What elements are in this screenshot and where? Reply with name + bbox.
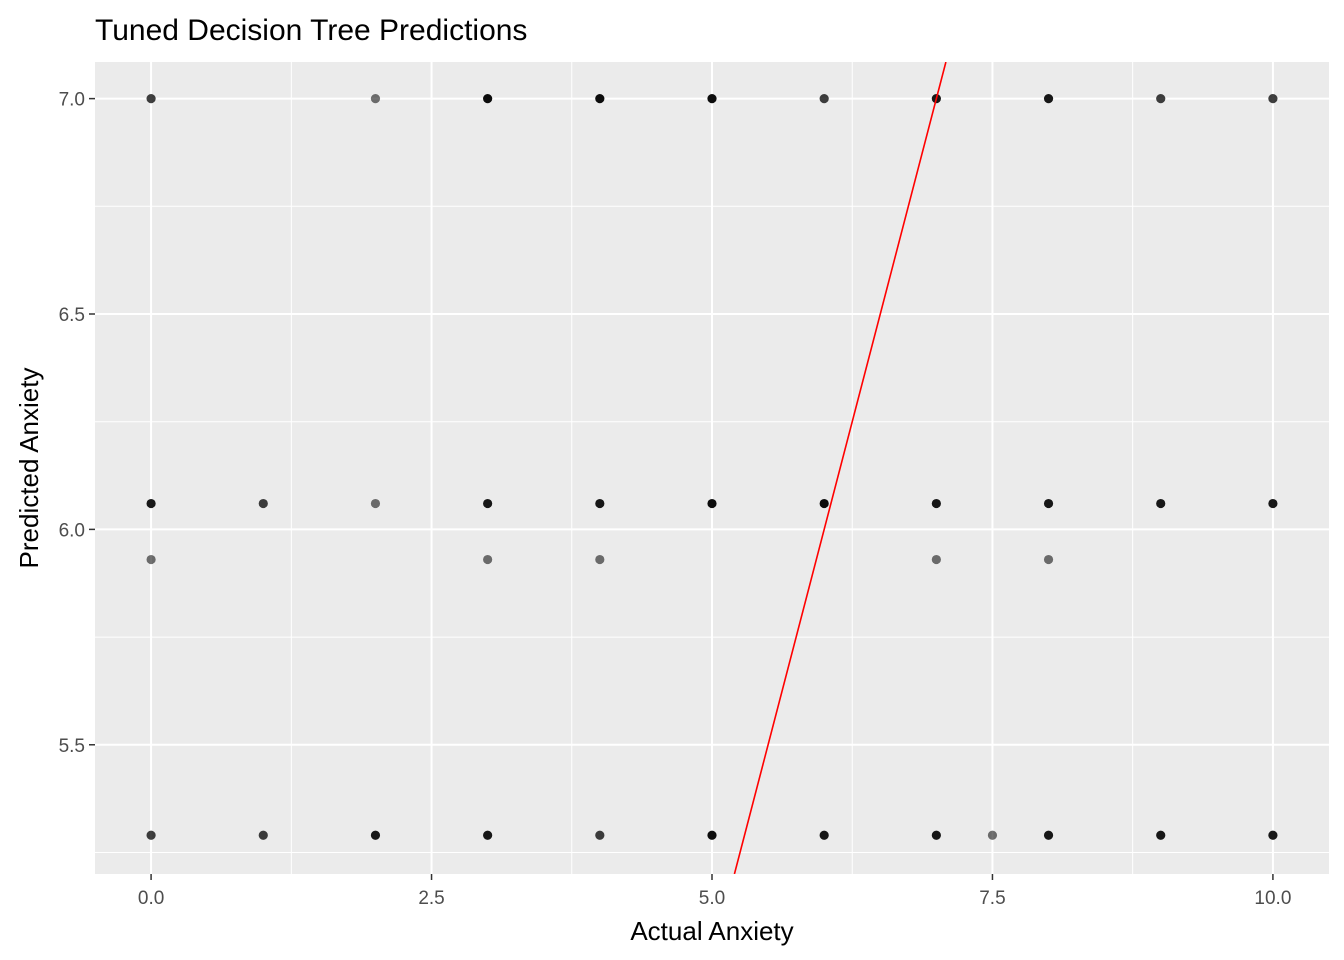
data-point: [370, 498, 381, 509]
data-point: [595, 498, 605, 509]
y-tick-label: 7.0: [59, 90, 85, 111]
data-point: [1043, 830, 1054, 840]
x-axis-ticks: 0.0 2.5 5.0 7.5 10.0: [138, 874, 1291, 909]
data-point: [483, 498, 493, 509]
x-tick-label: 0.0: [138, 888, 164, 909]
data-point: [146, 498, 156, 509]
data-point: [370, 94, 381, 104]
data-point: [1268, 498, 1278, 509]
chart-title: Tuned Decision Tree Predictions: [95, 14, 527, 47]
x-tick-label: 10.0: [1254, 888, 1291, 909]
data-point: [931, 498, 941, 509]
data-point: [483, 830, 493, 840]
y-axis-title: Predicted Anxiety: [14, 368, 44, 569]
data-point: [1043, 94, 1054, 104]
data-point: [819, 830, 829, 840]
x-tick-label: 2.5: [418, 888, 444, 909]
data-point: [1156, 498, 1166, 509]
y-tick-label: 6.5: [59, 305, 85, 326]
data-point: [707, 830, 717, 840]
data-point: [1156, 94, 1166, 104]
data-point: [819, 498, 829, 509]
data-point: [707, 498, 717, 509]
data-point: [370, 830, 381, 840]
x-tick-label: 5.0: [699, 888, 725, 909]
data-point: [258, 498, 268, 509]
reference-line: [733, 62, 947, 874]
data-point: [1268, 830, 1278, 840]
data-point: [483, 94, 493, 104]
data-point: [987, 830, 998, 840]
y-axis-ticks: 5.5 6.0 6.5 7.0: [59, 90, 95, 757]
data-point: [707, 94, 717, 104]
data-point: [931, 554, 941, 565]
data-point: [595, 830, 605, 840]
data-point: [1268, 94, 1278, 104]
data-points: [146, 94, 1278, 840]
x-tick-label: 7.5: [979, 888, 1005, 909]
data-point: [595, 554, 605, 565]
data-point: [146, 94, 156, 104]
data-point: [1043, 554, 1054, 565]
data-point: [146, 830, 156, 840]
x-axis-title: Actual Anxiety: [630, 916, 793, 946]
data-point: [483, 554, 493, 565]
data-point: [931, 830, 941, 840]
y-tick-label: 6.0: [59, 520, 85, 541]
data-point: [595, 94, 605, 104]
major-gridlines: [95, 62, 1329, 874]
y-tick-label: 5.5: [59, 736, 85, 757]
data-point: [258, 830, 268, 840]
data-point: [1156, 830, 1166, 840]
data-point: [819, 94, 829, 104]
data-point: [146, 554, 156, 565]
reference-line-group: [733, 62, 947, 874]
data-point: [1043, 498, 1054, 509]
